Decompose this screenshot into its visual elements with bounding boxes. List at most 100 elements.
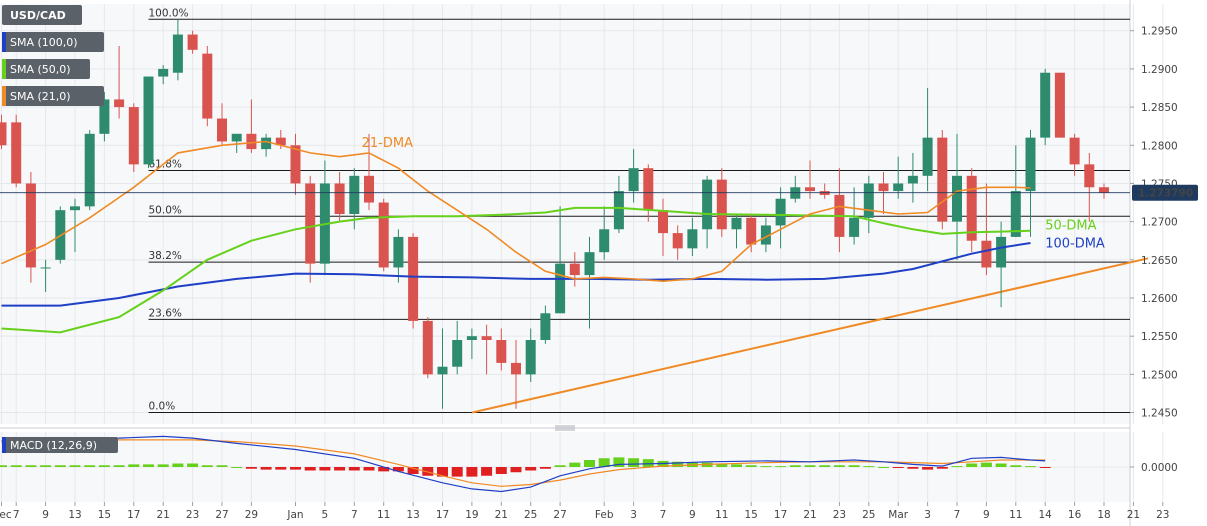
candle-body bbox=[452, 340, 463, 367]
candle-body bbox=[716, 179, 727, 230]
macd-histogram-bar bbox=[201, 465, 213, 467]
candle bbox=[716, 168, 727, 237]
x-tick-label: 27 bbox=[215, 509, 228, 521]
candle-body bbox=[746, 217, 757, 245]
chip-background bbox=[2, 32, 104, 52]
panel-resize-handle[interactable] bbox=[555, 425, 575, 431]
macd-histogram-bar bbox=[569, 462, 581, 467]
macd-label-chip bbox=[2, 437, 118, 453]
chip-swatch bbox=[2, 32, 6, 52]
macd-panel: 0.0000 MACD (12,26,9) bbox=[0, 435, 1178, 493]
annotations: 21-DMA 50-DMA 100-DMA bbox=[362, 136, 1105, 252]
x-tick-label: 17 bbox=[774, 509, 787, 521]
macd-histogram-bar bbox=[481, 467, 493, 476]
candle-body bbox=[599, 229, 610, 253]
candle bbox=[202, 46, 213, 127]
candle bbox=[408, 233, 419, 329]
x-tick-label: 9 bbox=[689, 509, 696, 521]
candle bbox=[437, 328, 448, 409]
candle-body bbox=[1025, 137, 1036, 192]
candle-body bbox=[555, 263, 566, 314]
macd-y-tick-label: 0.0000 bbox=[1141, 462, 1178, 474]
candle-body bbox=[1099, 187, 1109, 193]
y-tick-label: 1.2950 bbox=[1141, 26, 1178, 38]
macd-histogram-bar bbox=[510, 467, 522, 473]
dma-annotation: 100-DMA bbox=[1045, 237, 1105, 252]
sma-21-line bbox=[1, 140, 1031, 283]
candle-body bbox=[261, 137, 272, 150]
candle-body bbox=[613, 191, 624, 230]
candle-body bbox=[981, 240, 992, 268]
candle-body bbox=[114, 99, 125, 108]
y-tick-label: 1.2850 bbox=[1141, 102, 1178, 114]
indicator-chip[interactable]: SMA (50,0) bbox=[2, 59, 90, 79]
fib-label: 23.6% bbox=[149, 307, 182, 319]
macd-histogram-bar bbox=[936, 467, 948, 469]
candle-body bbox=[128, 107, 139, 165]
candle bbox=[290, 133, 301, 195]
candle bbox=[922, 88, 933, 192]
y-tick-label: 1.2900 bbox=[1141, 64, 1178, 76]
macd-histogram-bar bbox=[113, 465, 125, 467]
macd-label-swatch bbox=[2, 437, 6, 453]
candle bbox=[1025, 130, 1036, 237]
candle-body bbox=[540, 313, 551, 340]
candle bbox=[172, 19, 183, 81]
candle bbox=[1069, 133, 1080, 176]
macd-histogram-bar bbox=[290, 467, 301, 470]
fib-label: 100.0% bbox=[149, 7, 189, 19]
macd-histogram-bar bbox=[642, 459, 654, 467]
x-tick-label: Jan bbox=[286, 509, 303, 521]
symbol-chip[interactable]: USD/CAD bbox=[2, 5, 82, 25]
macd-histogram-bar bbox=[260, 467, 272, 470]
x-tick-label: 23 bbox=[1156, 509, 1169, 521]
trendline-layer bbox=[471, 257, 1149, 414]
macd-histogram-bar bbox=[525, 467, 537, 471]
macd-histogram-bar bbox=[598, 458, 610, 467]
candle bbox=[378, 198, 389, 272]
candle-body bbox=[849, 217, 860, 237]
candle bbox=[760, 217, 771, 253]
macd-histogram-bar bbox=[1025, 466, 1036, 468]
macd-histogram-bar bbox=[878, 467, 889, 468]
candle-body bbox=[966, 175, 977, 241]
candle bbox=[893, 156, 904, 199]
dma-annotation: 21-DMA bbox=[362, 136, 413, 151]
macd-histogram-bar bbox=[422, 467, 434, 476]
candle bbox=[731, 214, 742, 249]
x-tick-label: 9 bbox=[42, 509, 49, 521]
indicator-chip[interactable]: SMA (100,0) bbox=[2, 32, 104, 52]
candle-body bbox=[628, 168, 639, 192]
x-tick-label: 9 bbox=[983, 509, 990, 521]
candle-body bbox=[40, 267, 51, 269]
candle-body bbox=[584, 252, 595, 276]
x-tick-label: 25 bbox=[862, 509, 875, 521]
macd-histogram-bar bbox=[863, 466, 875, 468]
last-price-badge bbox=[1132, 184, 1198, 201]
candle bbox=[393, 229, 404, 283]
candle bbox=[996, 221, 1007, 308]
indicator-chip[interactable]: SMA (21,0) bbox=[2, 86, 104, 106]
macd-histogram-bar bbox=[157, 464, 169, 467]
candle bbox=[0, 114, 7, 150]
macd-histogram-bar bbox=[833, 465, 845, 467]
macd-histogram-bar bbox=[69, 465, 81, 467]
y-tick-label: 1.2550 bbox=[1141, 331, 1178, 343]
x-tick-label: 23 bbox=[186, 509, 199, 521]
candle-body bbox=[305, 183, 316, 264]
candle bbox=[981, 183, 992, 276]
x-tick-label: 15 bbox=[745, 509, 758, 521]
candle-body bbox=[907, 175, 918, 184]
candle-body bbox=[143, 76, 154, 165]
candle bbox=[11, 114, 22, 188]
x-tick-label: 16 bbox=[1068, 509, 1082, 521]
x-tick-label: 25 bbox=[524, 509, 537, 521]
macd-histogram-bar bbox=[628, 458, 640, 467]
candle bbox=[422, 317, 433, 379]
chip-background bbox=[2, 86, 104, 106]
x-tick-label: 21 bbox=[1127, 509, 1140, 521]
macd-histogram-bar bbox=[231, 467, 243, 468]
candle-body bbox=[996, 236, 1007, 268]
date-axis: Dec7913151721232729Jan5711131719212527Fe… bbox=[0, 502, 1169, 521]
